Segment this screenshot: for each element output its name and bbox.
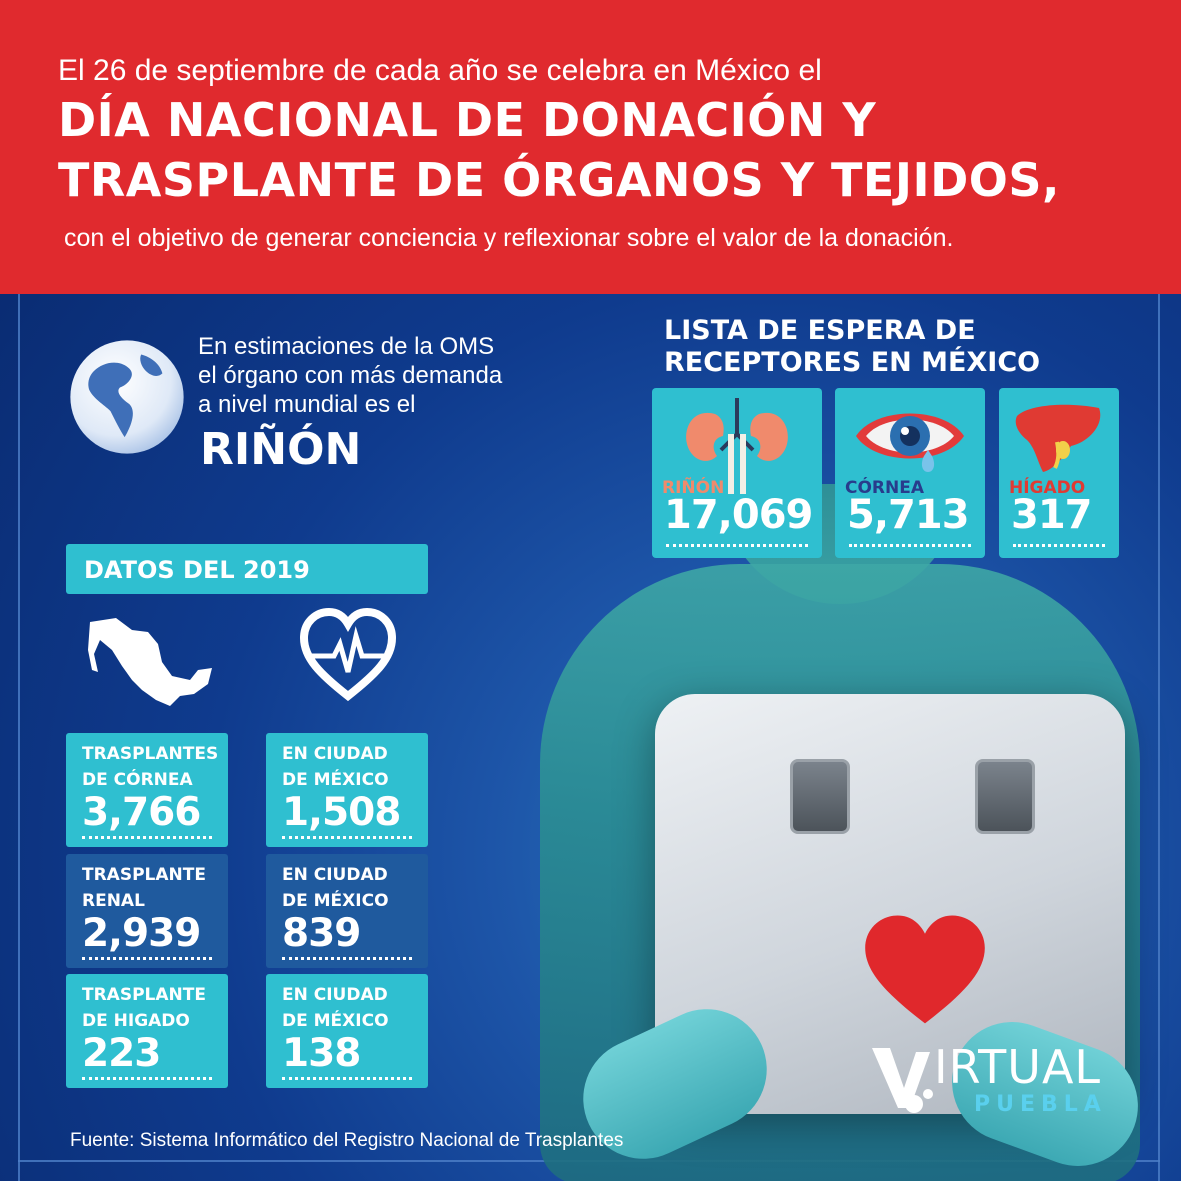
cdmx-label: EN CIUDAD DE MÉXICO: [282, 982, 389, 1034]
waiting-list-title-line-1: LISTA DE ESPERA DE: [664, 315, 976, 346]
header-banner: El 26 de septiembre de cada año se celeb…: [0, 0, 1181, 294]
cdmx-card-cornea: EN CIUDAD DE MÉXICO 1,508: [266, 733, 428, 847]
waiting-value-cornea: 5,713: [847, 492, 970, 538]
dotted-divider: [666, 544, 808, 547]
waiting-value-liver: 317: [1011, 492, 1092, 538]
national-label-line-2: DE CÓRNEA: [82, 770, 193, 790]
waiting-value-kidney: 17,069: [664, 492, 813, 538]
logo-sub: PUEBLA: [974, 1092, 1107, 1117]
dotted-divider: [282, 1077, 412, 1080]
national-label: TRASPLANTE RENAL: [82, 862, 206, 914]
cdmx-card-liver: EN CIUDAD DE MÉXICO 138: [266, 974, 428, 1088]
heart-icon: [865, 915, 985, 1024]
frame-line-left: [18, 294, 20, 1181]
virtual-puebla-logo: IRTUAL PUEBLA: [870, 1040, 1140, 1122]
national-card-cornea: TRASPLANTES DE CÓRNEA 3,766: [66, 733, 228, 847]
national-label-line-1: TRASPLANTES: [82, 744, 219, 764]
cdmx-label-line-1: EN CIUDAD: [282, 985, 388, 1005]
national-value: 2,939: [82, 911, 201, 956]
national-label: TRASPLANTES DE CÓRNEA: [82, 741, 218, 793]
title-line-2: TRASPLANTE DE ÓRGANOS Y TEJIDOS,: [58, 153, 1060, 207]
waiting-organ-cornea: CÓRNEA: [845, 478, 925, 498]
dotted-divider: [82, 957, 212, 960]
cdmx-label-line-1: EN CIUDAD: [282, 744, 388, 764]
globe-icon: [70, 340, 184, 454]
kidney-icon: [686, 398, 788, 494]
mexico-map-icon: [88, 618, 212, 706]
national-value: 3,766: [82, 790, 201, 835]
oms-line-3: a nivel mundial es el: [198, 391, 416, 418]
national-label: TRASPLANTE DE HIGADO: [82, 982, 206, 1034]
liver-icon: [1015, 404, 1101, 472]
subtitle-text: con el objetivo de generar conciencia y …: [64, 224, 954, 252]
cdmx-value: 839: [282, 911, 361, 956]
national-label-line-1: TRASPLANTE: [82, 865, 206, 885]
dotted-divider: [82, 1077, 212, 1080]
national-label-line-2: DE HIGADO: [82, 1011, 190, 1031]
cooler-latch-right: [975, 759, 1035, 834]
national-label-line-1: TRASPLANTE: [82, 985, 206, 1005]
intro-text: El 26 de septiembre de cada año se celeb…: [58, 54, 822, 87]
oms-line-1: En estimaciones de la OMS: [198, 333, 495, 360]
oms-text: En estimaciones de la OMS el órgano con …: [198, 332, 502, 419]
waiting-organ-kidney: RIÑÓN: [662, 478, 725, 498]
oms-organ: RIÑÓN: [200, 424, 362, 475]
waiting-list-title: LISTA DE ESPERA DE RECEPTORES EN MÉXICO: [664, 315, 1040, 379]
logo-word: IRTUAL: [934, 1040, 1102, 1094]
waiting-list-title-line-2: RECEPTORES EN MÉXICO: [664, 347, 1041, 378]
main-panel: En estimaciones de la OMS el órgano con …: [0, 294, 1181, 1181]
cdmx-label-line-2: DE MÉXICO: [282, 770, 389, 790]
heart-pulse-icon: [299, 607, 397, 702]
cdmx-label: EN CIUDAD DE MÉXICO: [282, 862, 389, 914]
dotted-divider: [282, 836, 412, 839]
national-label-line-2: RENAL: [82, 891, 145, 911]
cdmx-value: 138: [282, 1031, 361, 1076]
national-value: 223: [82, 1031, 161, 1076]
frame-line-right: [1158, 294, 1160, 1181]
dotted-divider: [1013, 544, 1105, 547]
surgeon-illustration: [520, 484, 1160, 1181]
cdmx-card-renal: EN CIUDAD DE MÉXICO 839: [266, 854, 428, 968]
title-line-1: DÍA NACIONAL DE DONACIÓN Y: [58, 93, 877, 147]
cdmx-value: 1,508: [282, 790, 401, 835]
waiting-card-kidney: RIÑÓN 17,069: [652, 388, 822, 558]
waiting-card-cornea: CÓRNEA 5,713: [835, 388, 985, 558]
source-text: Fuente: Sistema Informático del Registro…: [70, 1130, 624, 1151]
national-card-renal: TRASPLANTE RENAL 2,939: [66, 854, 228, 968]
datos-title: DATOS DEL 2019: [66, 544, 428, 594]
oms-line-2: el órgano con más demanda: [198, 362, 503, 389]
cdmx-label-line-1: EN CIUDAD: [282, 865, 388, 885]
national-card-liver: TRASPLANTE DE HIGADO 223: [66, 974, 228, 1088]
cdmx-label: EN CIUDAD DE MÉXICO: [282, 741, 389, 793]
waiting-organ-liver: HÍGADO: [1009, 478, 1086, 498]
logo-v-icon: [872, 1048, 933, 1113]
cdmx-label-line-2: DE MÉXICO: [282, 891, 389, 911]
dotted-divider: [82, 836, 212, 839]
cdmx-label-line-2: DE MÉXICO: [282, 1011, 389, 1031]
cooler-latch-left: [790, 759, 850, 834]
waiting-card-liver: HÍGADO 317: [999, 388, 1119, 558]
dotted-divider: [282, 957, 412, 960]
eye-icon: [856, 413, 964, 472]
dotted-divider: [849, 544, 971, 547]
